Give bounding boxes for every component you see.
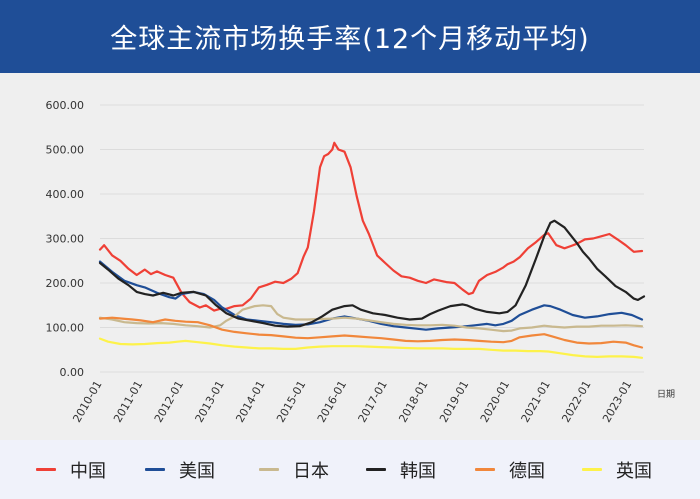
y-tick-label: 500.00: [46, 144, 85, 157]
series-line-0: [98, 141, 644, 312]
x-tick-label: 2020-01: [478, 378, 512, 424]
legend-swatch: [259, 468, 279, 471]
x-tick-label: 2017-01: [356, 378, 390, 424]
legend-swatch: [145, 468, 165, 471]
series-line-5: [98, 337, 644, 359]
legend-label: 日本: [293, 461, 329, 482]
series-line-4: [98, 316, 644, 349]
x-tick-label: 2015-01: [274, 378, 308, 424]
series-line-1: [98, 260, 644, 331]
y-tick-label: 600.00: [46, 99, 85, 112]
x-tick-label: 2016-01: [315, 378, 349, 424]
y-tick-label: 200.00: [46, 277, 85, 290]
x-tick-label: 2019-01: [437, 378, 471, 424]
x-tick-label: 2014-01: [233, 378, 267, 424]
legend-label: 中国: [70, 461, 106, 482]
legend-label: 英国: [616, 461, 652, 482]
x-axis-label: 日期: [657, 389, 675, 400]
x-tick-label: 2010-01: [70, 378, 104, 424]
legend-label: 韩国: [400, 461, 436, 482]
x-tick-label: 2022-01: [559, 378, 593, 424]
y-tick-label: 0.00: [60, 366, 85, 379]
y-tick-label: 400.00: [46, 188, 85, 201]
legend-swatch: [582, 468, 602, 471]
legend-label: 德国: [509, 461, 545, 482]
title-bar: 全球主流市场换手率(12个月移动平均): [0, 0, 700, 73]
x-tick-label: 2011-01: [111, 378, 145, 424]
plot-panel: [0, 73, 700, 440]
chart-title: 全球主流市场换手率(12个月移动平均): [110, 24, 590, 55]
x-tick-label: 2013-01: [193, 378, 227, 424]
x-tick-label: 2018-01: [396, 378, 430, 424]
x-tick-label: 2012-01: [152, 378, 186, 424]
legend-swatch: [366, 468, 386, 471]
series-line-2: [98, 304, 644, 333]
y-tick-label: 300.00: [46, 233, 85, 246]
x-tick-label: 2021-01: [519, 378, 553, 424]
series-line-3: [98, 219, 646, 328]
x-tick-label: 2023-01: [600, 378, 634, 424]
y-tick-label: 100.00: [46, 322, 85, 335]
legend-label: 美国: [179, 461, 215, 482]
legend-swatch: [475, 468, 495, 471]
legend-swatch: [36, 468, 56, 471]
